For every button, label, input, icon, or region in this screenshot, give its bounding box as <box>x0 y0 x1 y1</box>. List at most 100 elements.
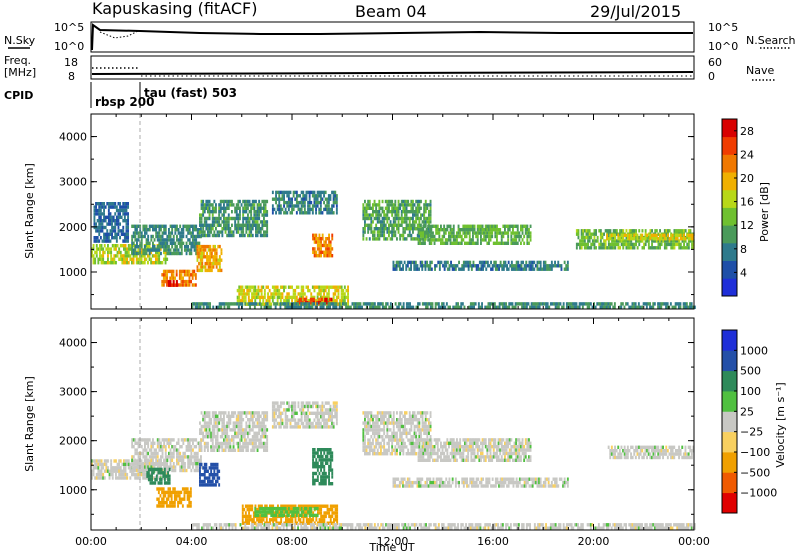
data-cell <box>261 227 264 231</box>
data-cell <box>262 285 265 289</box>
data-cell <box>232 216 235 221</box>
data-cell <box>641 246 644 250</box>
data-cell <box>301 302 304 306</box>
data-cell <box>275 211 277 215</box>
data-cell <box>329 285 332 289</box>
data-cell <box>323 425 325 429</box>
data-cell <box>110 472 113 477</box>
data-cell <box>383 424 386 429</box>
data-cell <box>107 205 110 209</box>
data-cell <box>134 238 137 242</box>
data-cell <box>330 297 333 302</box>
data-cell <box>367 421 370 425</box>
data-cell <box>207 223 209 227</box>
data-cell <box>109 205 112 209</box>
data-cell <box>586 305 589 309</box>
data-cell <box>506 264 508 268</box>
data-cell <box>192 462 194 466</box>
data-cell <box>218 428 221 432</box>
data-cell <box>449 228 452 232</box>
data-cell <box>300 204 303 208</box>
data-cell <box>476 241 479 245</box>
data-cell <box>372 233 374 238</box>
data-cell <box>219 199 222 204</box>
data-cell <box>347 295 349 300</box>
data-cell <box>319 425 322 429</box>
data-cell <box>364 428 366 432</box>
data-cell <box>291 408 293 412</box>
data-cell <box>279 411 282 415</box>
data-cell <box>126 472 129 477</box>
data-cell <box>185 438 188 442</box>
data-cell <box>284 408 287 412</box>
data-cell <box>110 466 113 470</box>
data-cell <box>172 269 175 274</box>
data-cell <box>367 199 370 204</box>
data-cell <box>202 305 205 309</box>
data-cell <box>243 445 246 449</box>
data-cell <box>286 299 289 303</box>
data-cell <box>294 299 297 303</box>
data-cell <box>318 425 321 429</box>
data-cell <box>139 257 141 261</box>
data-cell <box>467 267 470 271</box>
data-cell <box>376 431 379 435</box>
data-cell <box>220 248 223 252</box>
data-cell <box>224 438 227 442</box>
data-cell <box>171 445 174 449</box>
data-cell <box>407 305 410 309</box>
data-cell <box>305 421 308 426</box>
data-cell <box>202 203 205 207</box>
data-cell <box>198 234 201 239</box>
data-cell <box>529 305 531 309</box>
data-cell <box>329 211 332 215</box>
data-cell <box>163 248 166 252</box>
data-cell <box>335 295 338 300</box>
data-cell <box>492 224 495 228</box>
data-cell <box>412 206 414 210</box>
data-cell <box>416 264 419 268</box>
data-cell <box>223 441 225 446</box>
data-cell <box>324 421 327 426</box>
data-cell <box>206 261 208 266</box>
data-cell <box>512 267 515 271</box>
data-cell <box>318 237 321 241</box>
data-cell <box>370 227 373 231</box>
data-cell <box>443 231 446 235</box>
data-cell <box>223 206 225 210</box>
data-cell <box>483 238 486 242</box>
data-cell <box>364 210 366 214</box>
data-cell <box>380 411 382 415</box>
data-cell <box>221 418 224 422</box>
data-cell <box>174 241 177 245</box>
data-cell <box>362 431 365 435</box>
data-cell <box>208 424 211 429</box>
data-cell <box>448 238 450 242</box>
data-cell <box>144 231 146 235</box>
data-cell <box>329 418 332 422</box>
data-cell <box>305 401 308 405</box>
data-cell <box>299 200 301 205</box>
data-cell <box>391 435 394 439</box>
data-cell <box>674 233 677 237</box>
data-cell <box>340 305 343 309</box>
data-cell <box>213 414 216 418</box>
data-cell <box>372 438 374 442</box>
data-cell <box>200 458 202 462</box>
data-cell <box>441 241 444 245</box>
data-cell <box>121 254 124 258</box>
data-cell <box>273 425 276 429</box>
data-cell <box>388 428 390 432</box>
data-cell <box>319 197 322 201</box>
data-cell <box>388 438 390 442</box>
y-tick-label: 4000 <box>59 131 87 144</box>
data-cell <box>679 242 682 247</box>
data-cell <box>297 204 300 208</box>
data-cell <box>136 251 138 256</box>
data-cell <box>238 285 241 289</box>
data-cell <box>237 223 240 227</box>
data-cell <box>187 238 190 242</box>
data-cell <box>392 264 395 268</box>
data-cell <box>294 401 297 405</box>
data-cell <box>201 261 204 266</box>
